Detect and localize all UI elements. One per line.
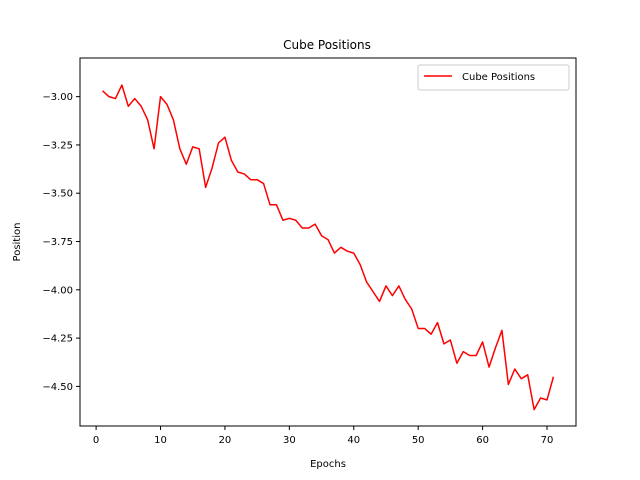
y-tick-label: −4.25 — [42, 334, 73, 345]
plot-frame — [79, 57, 577, 427]
x-axis-ticks: 0 10 20 30 40 50 60 70 — [93, 426, 553, 446]
legend: Cube Positions — [417, 64, 570, 91]
x-tick-label: 40 — [347, 435, 360, 446]
x-tick-label: 20 — [219, 435, 232, 446]
series-group — [102, 84, 555, 411]
y-tick-label: −3.00 — [42, 92, 73, 103]
y-axis-ticks: −3.00 −3.25 −3.50 −3.75 −4.00 −4.25 −4.50 — [42, 92, 80, 393]
legend-box — [417, 64, 570, 91]
chart-title: Cube Positions — [283, 38, 371, 52]
y-tick-label: −4.00 — [42, 285, 73, 296]
x-axis-label: Epochs — [310, 459, 346, 470]
x-tick-label: 10 — [154, 435, 167, 446]
y-tick-label: −3.75 — [42, 237, 73, 248]
x-tick-label: 60 — [476, 435, 489, 446]
x-tick-label: 0 — [93, 435, 99, 446]
x-tick-label: 30 — [283, 435, 296, 446]
y-tick-label: −3.50 — [42, 189, 73, 200]
x-tick-label: 50 — [412, 435, 425, 446]
series-line — [102, 84, 555, 411]
y-tick-label: −4.50 — [42, 382, 73, 393]
y-tick-label: −3.25 — [42, 140, 73, 151]
x-tick-label: 70 — [541, 435, 554, 446]
y-axis-label: Position — [12, 223, 23, 262]
legend-label: Cube Positions — [462, 72, 535, 83]
